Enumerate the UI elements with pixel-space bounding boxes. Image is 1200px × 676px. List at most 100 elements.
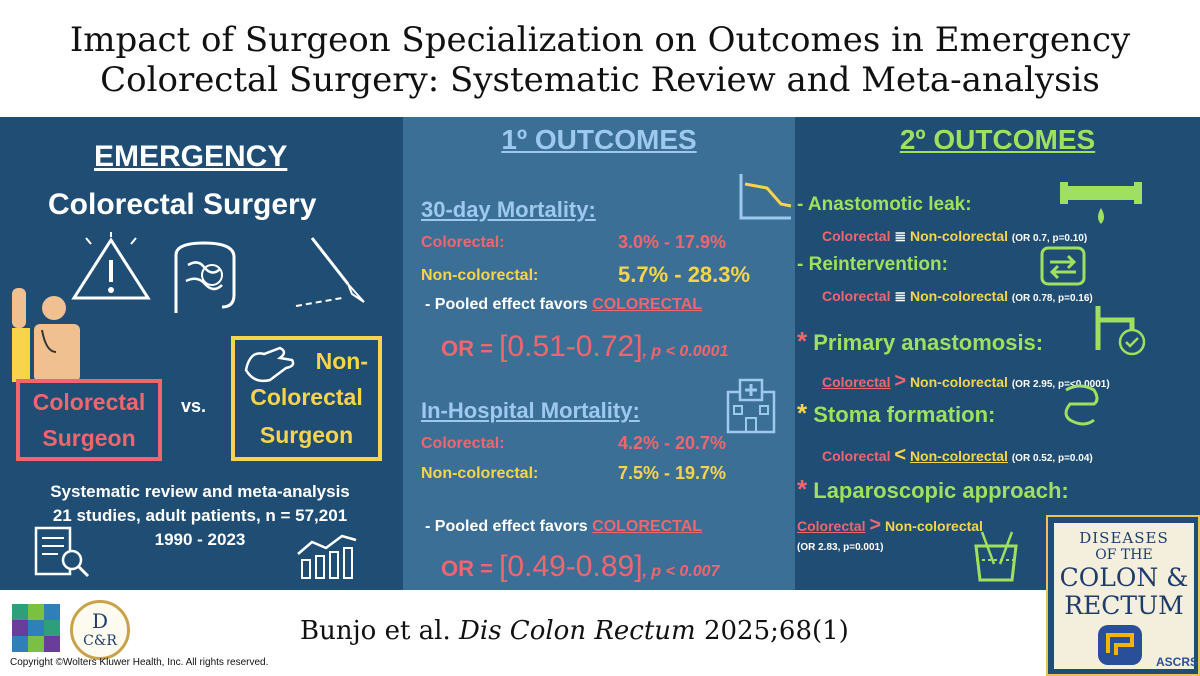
laparoscopic-comparison: Colorectal > Non-colorectal bbox=[797, 514, 983, 537]
non-colorectal-line-3: Surgeon bbox=[259, 422, 354, 448]
stoma-formation-noncolorectal: Non-colorectal bbox=[909, 448, 1008, 464]
stoma-bag-icon bbox=[1064, 384, 1099, 426]
in-hospital-or: OR = [0.49-0.89], p < 0.007 bbox=[441, 550, 719, 584]
thirty-day-colorectal-label: Colorectal: bbox=[421, 234, 505, 251]
reintervention-noncolorectal: Non-colorectal bbox=[909, 288, 1008, 304]
stoma-formation-operator: < bbox=[894, 444, 907, 466]
copyright-notice: Copyright ©Wolters Kluwer Health, Inc. A… bbox=[10, 657, 269, 668]
in-hospital-or-label: OR = bbox=[441, 556, 493, 581]
laparoscopy-icon bbox=[974, 531, 1018, 582]
bar-chart-icon bbox=[297, 534, 357, 579]
document-search-icon bbox=[34, 526, 90, 578]
page-title: Impact of Surgeon Specialization on Outc… bbox=[0, 20, 1200, 100]
laparoscopic-title: * Laparoscopic approach: bbox=[797, 474, 1069, 505]
in-hospital-colorectal-label: Colorectal: bbox=[421, 435, 505, 452]
title-line-1: Impact of Surgeon Specialization on Outc… bbox=[69, 20, 1131, 60]
primary-anastomosis-star: * bbox=[797, 326, 808, 356]
journal-cover-inner: DISEASES OF THE COLON & RECTUM ASCRS bbox=[1054, 523, 1198, 669]
in-hospital-noncolorectal-value: 7.5% - 19.7% bbox=[618, 463, 727, 483]
in-hospital-mortality-title: In-Hospital Mortality: bbox=[421, 398, 640, 423]
pipe-check-icon bbox=[1095, 306, 1146, 356]
colorectal-surgeon-line-2: Surgeon bbox=[42, 425, 136, 451]
citation: Bunjo et al. Dis Colon Rectum 2025;68(1) bbox=[300, 616, 849, 646]
in-hospital-or-value: [0.49-0.89] bbox=[499, 550, 643, 583]
in-hospital-pooled-text: - Pooled effect favors COLORECTAL bbox=[425, 518, 702, 536]
primary-anastomosis-stat: (OR 2.95, p=<0.0001) bbox=[1011, 379, 1110, 390]
left-heading-1: EMERGENCY bbox=[94, 140, 288, 173]
title-line-2: Colorectal Surgery: Systematic Review an… bbox=[100, 60, 1100, 100]
secondary-outcomes-heading: 2º OUTCOMES bbox=[899, 124, 1096, 155]
dcr-logo-bottom: C&R bbox=[83, 633, 117, 649]
dcr-logo-top: D bbox=[91, 609, 109, 633]
non-colorectal-line-2: Colorectal bbox=[250, 384, 363, 410]
thirty-day-mortality-title: 30-day Mortality: bbox=[421, 197, 596, 222]
reintervention-comparison: Colorectal ≣ Non-colorectal (OR 0.78, p=… bbox=[822, 288, 1093, 305]
laparoscopic-colorectal: Colorectal bbox=[797, 518, 866, 534]
vs-label: vs. bbox=[181, 396, 207, 416]
primary-anastomosis-label: Primary anastomosis: bbox=[813, 330, 1044, 355]
wolters-kluwer-logo-icon bbox=[12, 604, 60, 652]
in-hospital-noncolorectal-label: Non-colorectal: bbox=[421, 465, 539, 482]
summary-line-3: 1990 - 2023 bbox=[154, 530, 246, 549]
leaking-pipe-icon bbox=[1060, 182, 1142, 224]
thirty-day-noncolorectal-value: 5.7% - 28.3% bbox=[618, 262, 751, 287]
dcr-logo: D C&R bbox=[70, 600, 130, 660]
thirty-day-or: OR = [0.51-0.72], p < 0.0001 bbox=[441, 330, 728, 364]
reintervention-operator: ≣ bbox=[894, 288, 907, 304]
anastomotic-leak-comparison: Colorectal ≣ Non-colorectal (OR 0.7, p=0… bbox=[822, 228, 1087, 245]
citation-authors: Bunjo et al. bbox=[300, 616, 451, 646]
primary-outcomes-heading: 1º OUTCOMES bbox=[501, 124, 697, 155]
journal-line-4: RECTUM bbox=[1064, 591, 1184, 620]
citation-ref: 2025;68(1) bbox=[703, 616, 849, 646]
thirty-day-p-value: , p < 0.0001 bbox=[642, 343, 729, 360]
laparoscopic-noncolorectal: Non-colorectal bbox=[884, 518, 983, 534]
journal-line-3: COLON & bbox=[1059, 563, 1189, 592]
thirty-day-pooled-label: - Pooled effect favors bbox=[425, 296, 588, 313]
stoma-formation-stat: (OR 0.52, p=0.04) bbox=[1011, 453, 1093, 464]
non-colorectal-line-1: Non- bbox=[315, 348, 368, 374]
laparoscopic-stat: (OR 2.83, p=0.001) bbox=[797, 542, 884, 553]
anastomotic-leak-colorectal: Colorectal bbox=[822, 228, 891, 244]
reintervention-title: - Reintervention: bbox=[797, 254, 948, 275]
primary-outcomes-panel bbox=[403, 117, 795, 590]
reintervention-colorectal: Colorectal bbox=[822, 288, 891, 304]
left-heading-2: Colorectal Surgery bbox=[48, 188, 317, 221]
primary-anastomosis-noncolorectal: Non-colorectal bbox=[909, 374, 1008, 390]
laparoscopic-operator: > bbox=[869, 514, 882, 536]
in-hospital-p-value: , p < 0.007 bbox=[642, 563, 720, 580]
laparoscopic-star: * bbox=[797, 474, 808, 504]
primary-anastomosis-comparison: Colorectal > Non-colorectal (OR 2.95, p=… bbox=[822, 370, 1110, 393]
thirty-day-or-value: [0.51-0.72] bbox=[499, 330, 643, 363]
colon-logo-icon bbox=[1098, 625, 1142, 665]
scalpel-icon bbox=[295, 237, 365, 307]
in-hospital-pooled-label: - Pooled effect favors bbox=[425, 518, 588, 535]
journal-line-1: DISEASES bbox=[1079, 529, 1169, 547]
stoma-formation-label: Stoma formation: bbox=[813, 402, 996, 427]
anastomotic-leak-operator: ≣ bbox=[894, 228, 907, 244]
citation-journal: Dis Colon Rectum bbox=[459, 616, 696, 646]
reintervention-stat: (OR 0.78, p=0.16) bbox=[1011, 293, 1093, 304]
in-hospital-colorectal-value: 4.2% - 20.7% bbox=[618, 433, 727, 453]
surgeon-icon bbox=[12, 288, 80, 382]
summary-line-2: 21 studies, adult patients, n = 57,201 bbox=[52, 506, 348, 525]
hospital-icon bbox=[726, 378, 776, 434]
reintervention-icon bbox=[1040, 246, 1086, 286]
thirty-day-noncolorectal-label: Non-colorectal: bbox=[421, 267, 539, 284]
colorectal-surgeon-box: Colorectal Surgeon bbox=[16, 379, 162, 461]
laparoscopic-label: Laparoscopic approach: bbox=[813, 478, 1069, 503]
gloves-icon bbox=[244, 346, 295, 383]
stoma-formation-comparison: Colorectal < Non-colorectal (OR 0.52, p=… bbox=[822, 444, 1093, 467]
anastomotic-leak-noncolorectal: Non-colorectal bbox=[909, 228, 1008, 244]
primary-anastomosis-operator: > bbox=[894, 370, 907, 392]
declining-graph-icon bbox=[739, 174, 792, 220]
journal-cover: DISEASES OF THE COLON & RECTUM ASCRS bbox=[1046, 515, 1200, 676]
anastomotic-leak-title: - Anastomotic leak: bbox=[797, 194, 972, 215]
primary-anastomosis-title: * Primary anastomosis: bbox=[797, 326, 1043, 357]
intestine-icon bbox=[174, 241, 236, 313]
journal-badge: ASCRS bbox=[1156, 655, 1199, 669]
thirty-day-pooled-text: - Pooled effect favors COLORECTAL bbox=[425, 296, 702, 314]
non-colorectal-surgeon-box: Non- Colorectal Surgeon bbox=[231, 336, 382, 461]
summary-line-1: Systematic review and meta-analysis bbox=[50, 482, 350, 501]
thirty-day-or-label: OR = bbox=[441, 336, 493, 361]
thirty-day-pooled-favor: COLORECTAL bbox=[592, 296, 703, 313]
